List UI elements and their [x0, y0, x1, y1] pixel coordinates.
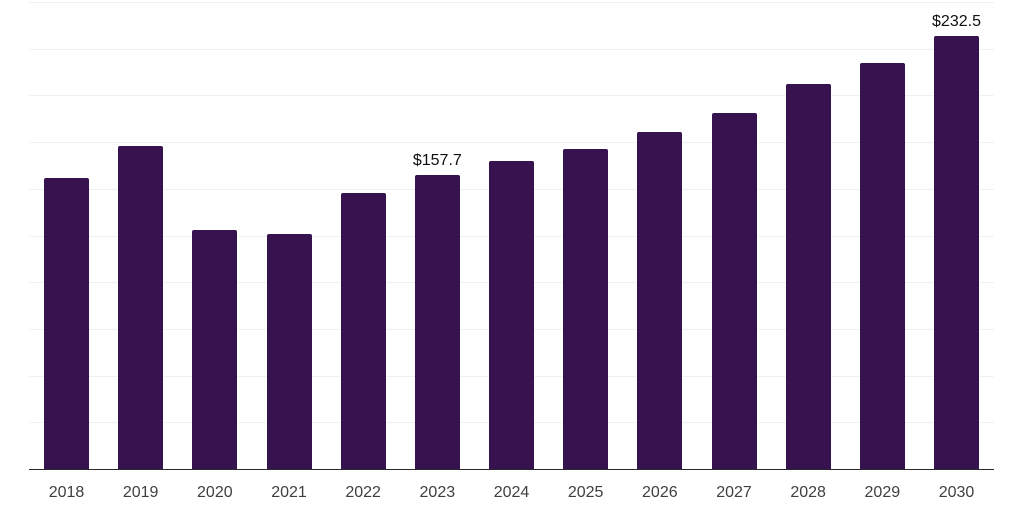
x-tick-2019: 2019	[122, 484, 159, 501]
gridline-225	[29, 48, 994, 50]
bar-2028[interactable]	[785, 84, 831, 470]
data-label-2030: $232.5	[932, 12, 981, 30]
data-label-2023: $157.7	[412, 152, 462, 170]
bar-2021[interactable]	[266, 234, 312, 470]
x-tick-2029: 2029	[864, 484, 901, 501]
x-tick-2027: 2027	[716, 484, 752, 501]
gridline-200	[29, 95, 994, 97]
bar-2018[interactable]	[44, 177, 89, 470]
bar-2025[interactable]	[563, 148, 609, 470]
x-axis-line	[29, 468, 994, 470]
bar-2027[interactable]	[711, 112, 757, 470]
x-tick-2021: 2021	[271, 484, 307, 501]
x-tick-2025: 2025	[567, 484, 604, 501]
x-tick-2028: 2028	[790, 484, 826, 501]
x-tick-2022: 2022	[345, 484, 381, 501]
bar-2029[interactable]	[859, 62, 905, 470]
x-tick-2018: 2018	[48, 484, 85, 501]
bar-2022[interactable]	[340, 192, 386, 470]
bar-2019[interactable]	[118, 145, 164, 470]
bar-2024[interactable]	[489, 160, 534, 470]
x-tick-2020: 2020	[197, 484, 233, 501]
gridline-250	[29, 2, 994, 3]
bar-2030[interactable]	[934, 35, 979, 470]
x-tick-2023: 2023	[419, 484, 456, 501]
gridline-175	[29, 142, 994, 144]
x-tick-2024: 2024	[493, 484, 530, 501]
bar-2026[interactable]	[637, 131, 683, 470]
bar-2023[interactable]	[414, 175, 460, 470]
x-tick-2030: 2030	[938, 484, 975, 501]
x-tick-2026: 2026	[642, 484, 678, 501]
bar-2020[interactable]	[192, 230, 238, 470]
plot-area: $157.7 $232.5	[29, 0, 994, 470]
